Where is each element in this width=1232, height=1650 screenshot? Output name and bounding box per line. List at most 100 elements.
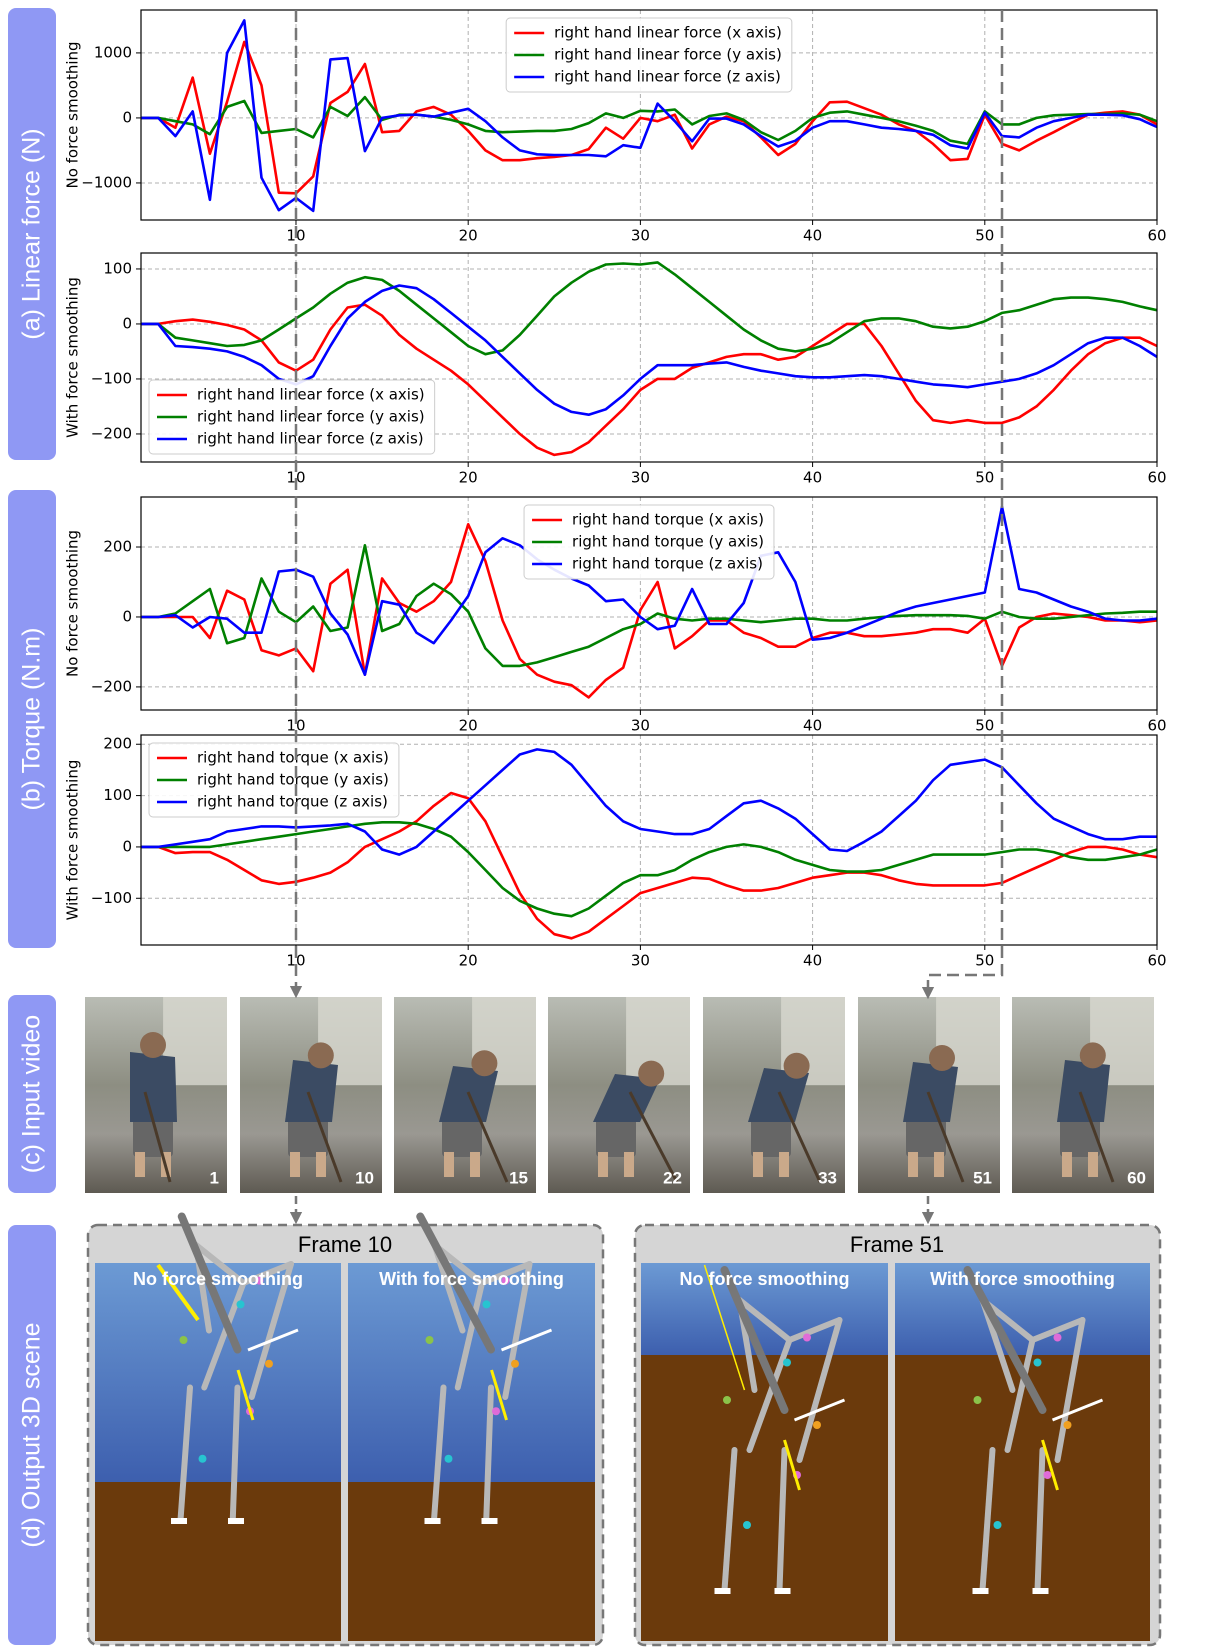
- person-leg: [444, 1152, 454, 1177]
- legend-label: right hand torque (z axis): [197, 793, 388, 811]
- page: (a) Linear force (N) (b) Torque (N.m) (c…: [0, 0, 1232, 1650]
- video-strip: 1101522335160: [85, 997, 1154, 1193]
- legend: right hand torque (x axis)right hand tor…: [524, 505, 774, 579]
- foot: [228, 1518, 244, 1524]
- x-tick-label: 30: [631, 952, 650, 970]
- person-leg: [316, 1152, 326, 1177]
- x-tick-label: 20: [459, 717, 478, 735]
- person-head: [140, 1032, 166, 1058]
- person-leg: [753, 1152, 763, 1177]
- foot: [425, 1518, 441, 1524]
- frame-number: 22: [663, 1168, 682, 1187]
- section-label: (b) Torque (N.m): [18, 628, 46, 811]
- joint: [813, 1421, 821, 1429]
- person-leg: [290, 1152, 300, 1177]
- scene-ground: [641, 1355, 888, 1641]
- y-tick-label: −1000: [81, 173, 132, 191]
- x-tick-label: 30: [631, 469, 650, 487]
- person-leg: [779, 1152, 789, 1177]
- y-tick-label: −200: [91, 424, 132, 442]
- y-tick-label: −100: [91, 889, 132, 907]
- joint: [1054, 1334, 1062, 1342]
- legend-label: right hand linear force (x axis): [197, 386, 425, 404]
- joint: [426, 1336, 434, 1344]
- person-head: [784, 1053, 810, 1079]
- joint: [265, 1360, 273, 1368]
- y-tick-label: −100: [91, 369, 132, 387]
- y-tick-label: 100: [103, 786, 132, 804]
- frame-number: 1: [210, 1168, 219, 1187]
- x-tick-label: 60: [1147, 717, 1166, 735]
- joint: [511, 1360, 519, 1368]
- joint: [445, 1455, 453, 1463]
- y-tick-label: 200: [103, 538, 132, 556]
- joint: [743, 1521, 751, 1529]
- joint: [723, 1396, 731, 1404]
- foot: [1033, 1588, 1049, 1594]
- joint: [994, 1521, 1002, 1529]
- person-leg: [598, 1152, 608, 1177]
- legend: right hand torque (x axis) right hand tor…: [149, 743, 399, 817]
- joint: [199, 1455, 207, 1463]
- person-leg: [624, 1152, 634, 1177]
- joint: [1044, 1471, 1052, 1479]
- legend-label: right hand linear force (y axis): [554, 46, 782, 64]
- panel-title: With force smoothing: [379, 1269, 564, 1289]
- person-torso: [130, 1052, 177, 1122]
- legend-label: right hand torque (z axis): [572, 555, 763, 573]
- joint: [974, 1396, 982, 1404]
- frame-guide: [928, 10, 1002, 993]
- y-tick-label: 1000: [94, 43, 132, 61]
- person-leg: [1062, 1152, 1072, 1177]
- x-tick-label: 50: [975, 952, 994, 970]
- scene-title: Frame 10: [298, 1232, 392, 1257]
- y-tick-label: 200: [103, 735, 132, 753]
- panel-title: No force smoothing: [133, 1269, 303, 1289]
- x-tick-label: 40: [803, 717, 822, 735]
- section-label: (a) Linear force (N): [18, 128, 46, 339]
- joint: [1034, 1359, 1042, 1367]
- legend-label: right hand linear force (x axis): [554, 24, 782, 42]
- x-tick-label: 50: [975, 717, 994, 735]
- x-tick-label: 40: [803, 952, 822, 970]
- x-tick-label: 30: [631, 227, 650, 245]
- person-leg: [908, 1152, 918, 1177]
- x-tick-label: 60: [1147, 227, 1166, 245]
- foot: [973, 1588, 989, 1594]
- x-tick-label: 60: [1147, 952, 1166, 970]
- joint: [237, 1300, 245, 1308]
- person-legs: [596, 1117, 636, 1157]
- legend-label: right hand torque (x axis): [197, 749, 389, 767]
- joint: [1064, 1421, 1072, 1429]
- legend-label: right hand linear force (z axis): [197, 430, 424, 448]
- joint: [180, 1336, 188, 1344]
- frame-number: 33: [818, 1168, 837, 1187]
- legend-label: right hand linear force (z axis): [554, 68, 781, 86]
- person-leg: [135, 1152, 145, 1177]
- person-leg: [934, 1152, 944, 1177]
- person-torso: [1057, 1060, 1110, 1122]
- x-tick-label: 50: [975, 469, 994, 487]
- legend-label: right hand torque (y axis): [572, 533, 764, 551]
- legend: right hand linear force (x axis) right ha…: [506, 18, 792, 92]
- figure: (a) Linear force (N) (b) Torque (N.m) (c…: [0, 0, 1232, 1650]
- x-tick-label: 40: [803, 469, 822, 487]
- x-tick-label: 20: [459, 227, 478, 245]
- scene-ground: [95, 1482, 341, 1641]
- y-axis-label: With force smoothing: [64, 760, 82, 921]
- x-tick-label: 40: [803, 227, 822, 245]
- x-tick-label: 20: [459, 469, 478, 487]
- y-axis-label: No force smoothing: [64, 41, 82, 188]
- person-legs: [442, 1117, 482, 1157]
- x-tick-label: 30: [631, 717, 650, 735]
- joint: [803, 1334, 811, 1342]
- y-tick-label: −200: [91, 677, 132, 695]
- legend-label: right hand torque (y axis): [197, 771, 389, 789]
- foot: [775, 1588, 791, 1594]
- person-head: [929, 1045, 955, 1071]
- x-tick-label: 50: [975, 227, 994, 245]
- foot: [171, 1518, 187, 1524]
- legend: right hand linear force (x axis) right ha…: [149, 380, 435, 454]
- y-tick-label: 0: [122, 108, 132, 126]
- scene-sky: [348, 1263, 595, 1482]
